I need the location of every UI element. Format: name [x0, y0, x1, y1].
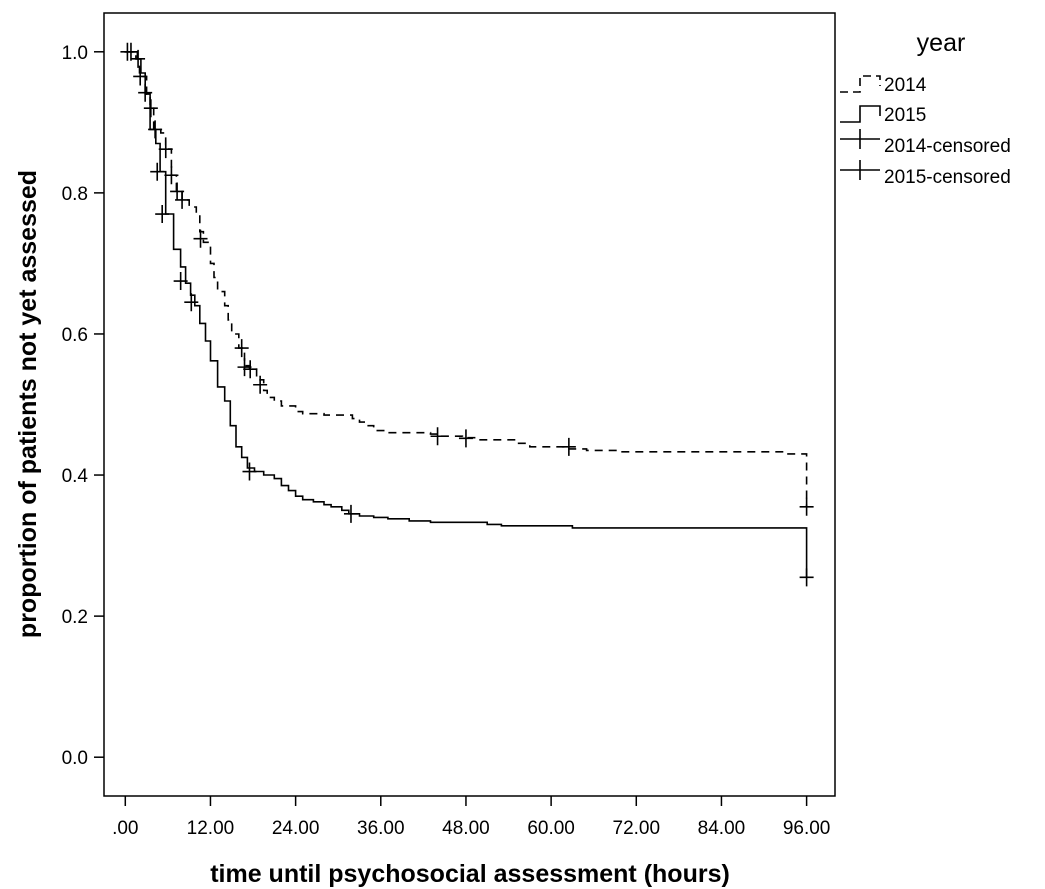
- legend-title: year: [917, 29, 966, 57]
- y-tick-label: 0.2: [62, 607, 88, 628]
- censor-mark-2014: [243, 360, 258, 379]
- legend-symbol-2014-censored: [840, 129, 880, 149]
- x-tick-label: 72.00: [613, 818, 661, 839]
- x-tick-label: .00: [112, 818, 138, 839]
- legend-label-2014-censored: 2014-censored: [884, 136, 1011, 157]
- censor-mark-2014: [237, 358, 252, 377]
- censor-mark-2014: [430, 427, 445, 446]
- x-tick-label: 84.00: [698, 818, 746, 839]
- censor-mark-2015: [138, 83, 153, 102]
- censor-mark-2014: [253, 375, 268, 394]
- legend-symbol-2015-censored: [840, 160, 880, 180]
- censor-mark-2014: [561, 437, 576, 456]
- x-tick-label: 60.00: [527, 818, 575, 839]
- censor-mark-2014: [175, 190, 190, 209]
- censor-mark-2014: [143, 99, 158, 118]
- censor-mark-2015: [343, 504, 358, 523]
- y-tick-label: 0.8: [62, 184, 88, 205]
- x-tick-label: 36.00: [357, 818, 405, 839]
- censor-mark-2014: [193, 229, 208, 248]
- censor-mark-2014: [148, 120, 163, 139]
- plot-frame: [103, 12, 836, 797]
- censor-mark-2015: [799, 568, 814, 587]
- legend-symbol-2014: [840, 75, 881, 93]
- censor-mark-2015: [155, 205, 170, 224]
- censor-mark-2014: [158, 140, 173, 159]
- censor-mark-2014: [799, 497, 814, 516]
- y-axis-title: proportion of patients not yet assessed: [14, 170, 42, 638]
- legend-label-2014: 2014: [884, 75, 927, 96]
- legend: year 2014 2015 2014-censored 2015-censored: [840, 29, 1011, 188]
- legend-label-2015-censored: 2015-censored: [884, 167, 1011, 188]
- y-tick-label: 0.6: [62, 325, 88, 346]
- x-tick-label: 96.00: [783, 818, 831, 839]
- x-axis: .00 12.00 24.00 36.00 48.00 60.00 72.00 84.00 96…: [112, 796, 830, 839]
- censor-mark-2015: [123, 42, 138, 61]
- y-tick-label: 0.4: [62, 466, 89, 487]
- x-axis-title: time until psychosocial assessment (hour…: [210, 860, 730, 888]
- survival-curves: [125, 51, 808, 578]
- x-tick-label: 12.00: [187, 818, 235, 839]
- y-tick-label: 0.0: [62, 748, 88, 769]
- censor-mark-2014: [131, 49, 146, 68]
- y-tick-label: 1.0: [62, 43, 88, 64]
- censor-mark-2015: [234, 339, 249, 358]
- censor-mark-2014: [164, 166, 179, 185]
- censor-mark-2015: [133, 67, 148, 86]
- legend-label-2015: 2015: [884, 105, 926, 126]
- censor-marks: [120, 42, 814, 587]
- x-tick-label: 24.00: [272, 818, 320, 839]
- x-tick-label: 48.00: [442, 818, 490, 839]
- censor-mark-2015: [242, 462, 257, 481]
- legend-symbol-2015: [840, 105, 881, 123]
- censor-mark-2015: [150, 162, 165, 181]
- censor-mark-2015: [173, 272, 188, 291]
- censor-mark-2015: [184, 293, 199, 312]
- censor-mark-2014: [458, 429, 473, 448]
- y-axis: 0.0 0.2 0.4 0.6 0.8 1.0: [62, 43, 104, 769]
